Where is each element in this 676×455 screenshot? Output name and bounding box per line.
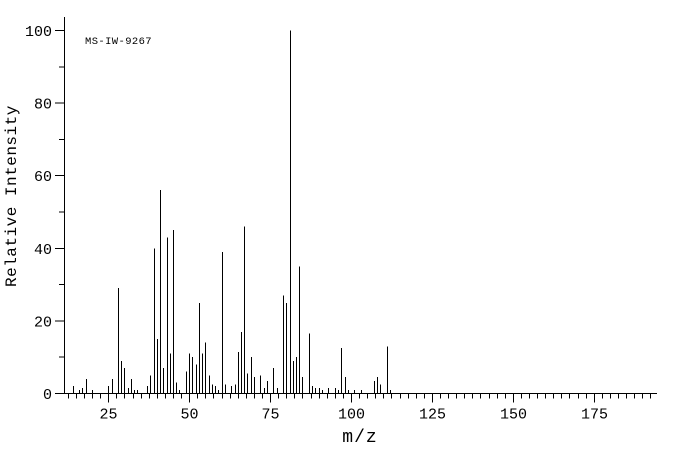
x-tick-label: 175 (581, 407, 608, 424)
x-tick-label: 25 (99, 407, 117, 424)
x-tick-label: 125 (419, 407, 446, 424)
y-tick-label: 20 (34, 314, 52, 331)
x-tick-label: 75 (261, 407, 279, 424)
y-tick-label: 100 (25, 24, 52, 41)
x-tick-label: 150 (500, 407, 527, 424)
x-axis-title: m/z (342, 428, 378, 448)
y-tick-label: 40 (34, 242, 52, 259)
y-tick-label: 80 (34, 97, 52, 114)
y-tick-label: 0 (43, 387, 52, 404)
y-axis-title: Relative Intensity (3, 105, 21, 287)
y-tick-label: 60 (34, 169, 52, 186)
x-tick-label: 100 (338, 407, 365, 424)
spectrum-id-label: MS-IW-9267 (85, 36, 153, 48)
x-tick-label: 50 (180, 407, 198, 424)
